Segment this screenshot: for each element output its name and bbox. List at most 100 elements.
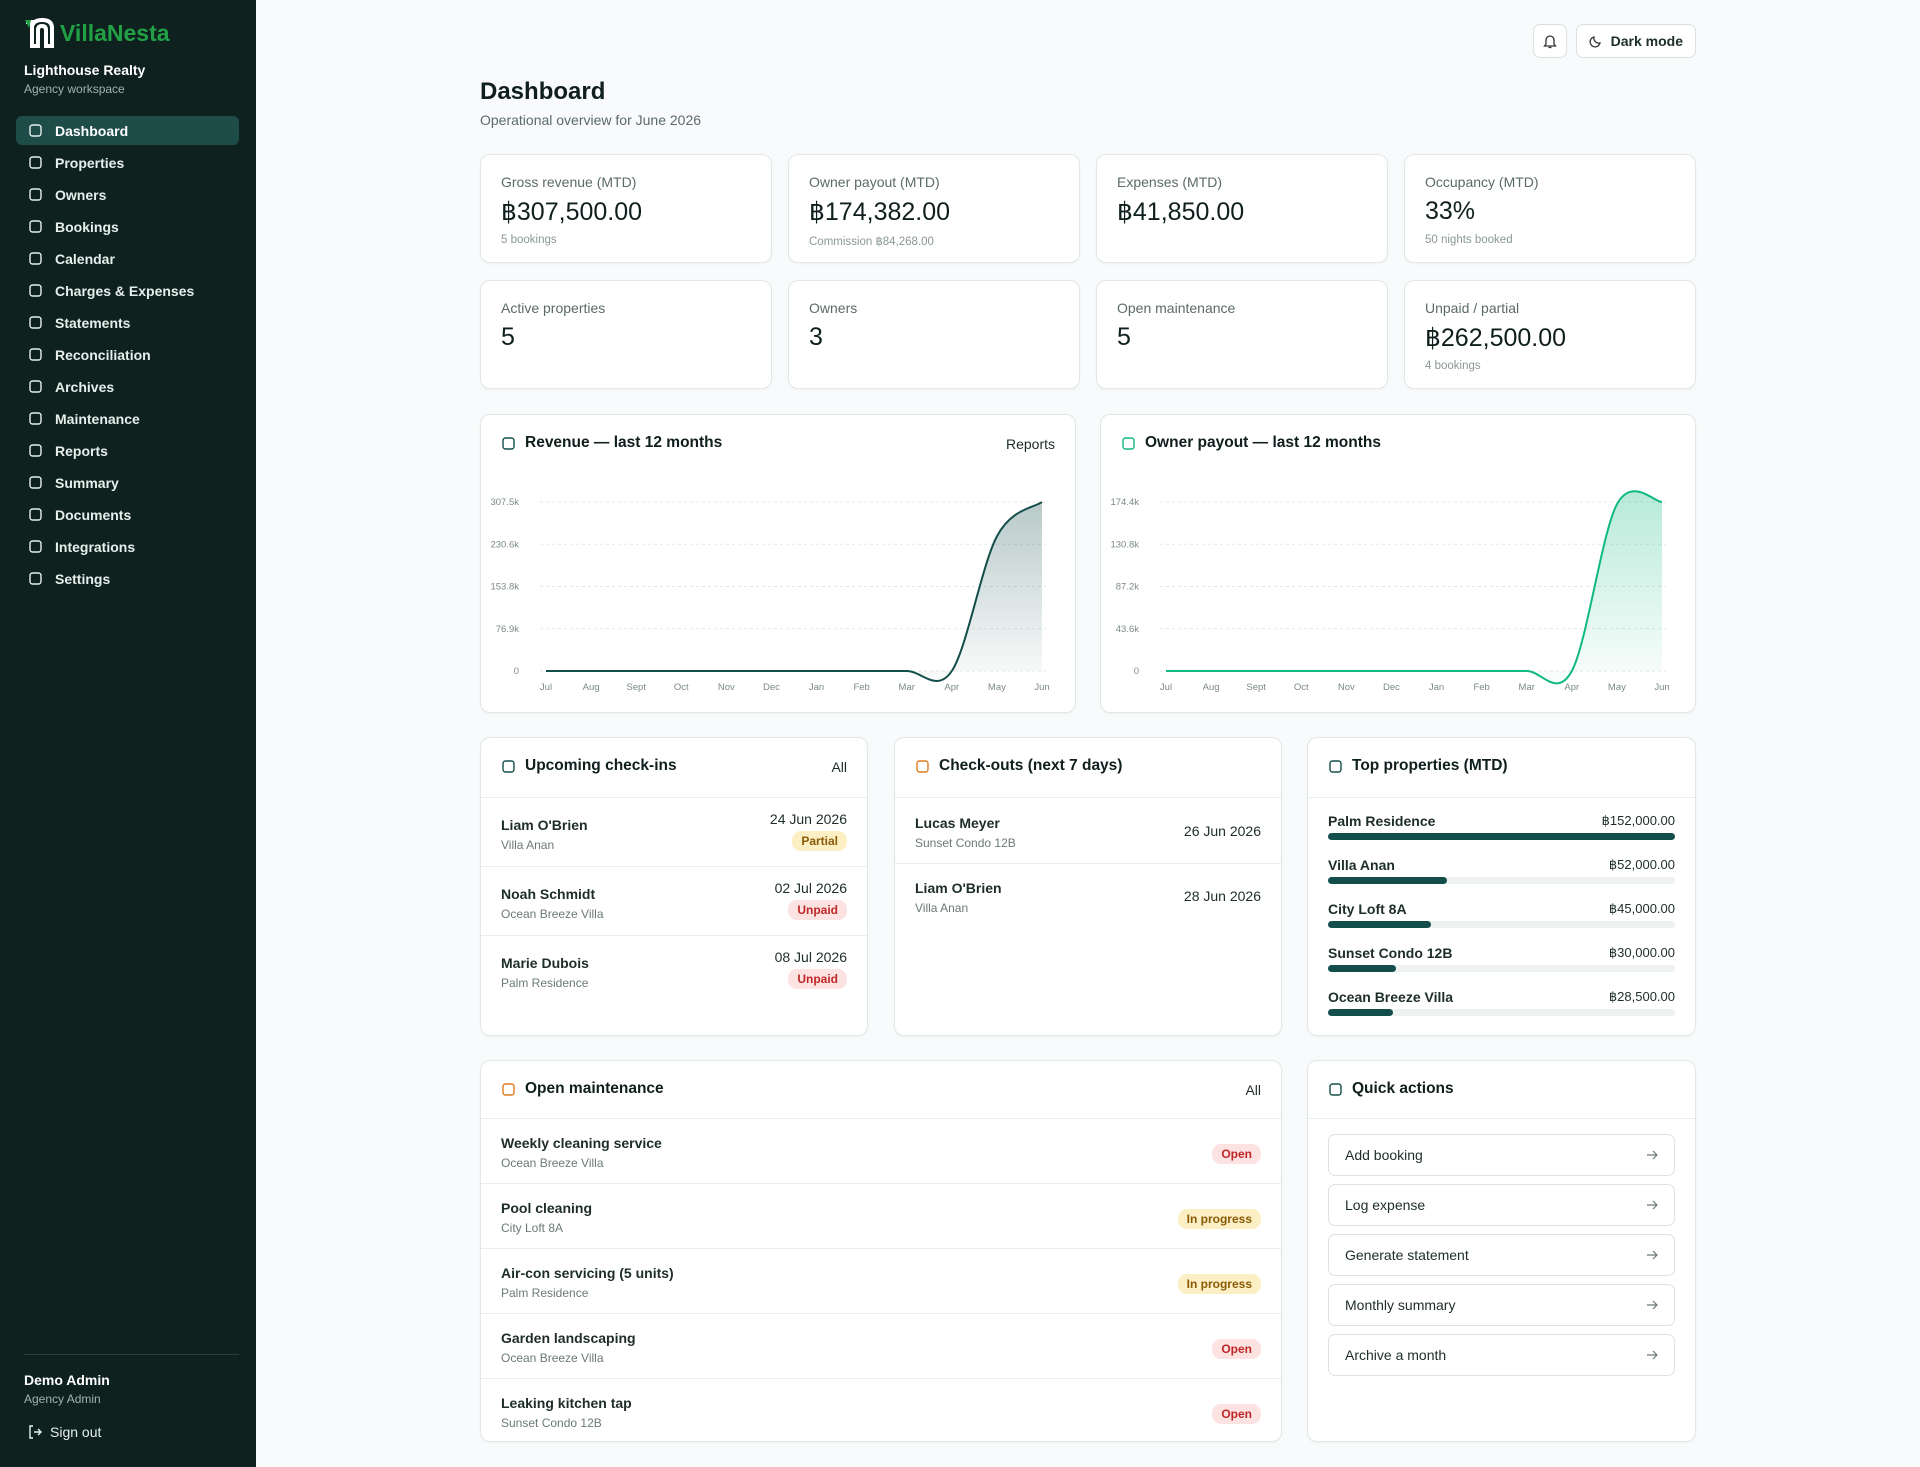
quick-action[interactable]: Log expense xyxy=(1328,1184,1675,1226)
card-title: Upcoming check-ins xyxy=(525,757,677,774)
card-link[interactable]: All xyxy=(831,759,847,775)
icon xyxy=(29,572,42,585)
checkins-card: Upcoming check-ins All Liam O'Brien Villa A… xyxy=(480,737,868,1036)
nav-item[interactable]: Maintenance xyxy=(16,404,239,433)
dark-mode[interactable]: Dark mode xyxy=(1575,24,1696,58)
property-value: ฿52,000.00 xyxy=(1608,857,1675,872)
guest: Lucas Meyer xyxy=(915,815,1000,831)
property-row: Ocean Breeze Villa ฿28,500.00 xyxy=(1328,989,1675,1019)
kpi-value: 3 xyxy=(809,323,823,351)
icon-shape xyxy=(502,436,515,450)
nav-item[interactable]: Calendar xyxy=(16,244,239,273)
card-header: Open maintenance xyxy=(501,1080,664,1098)
bar xyxy=(1328,921,1431,928)
kpi-value: ฿41,850.00 xyxy=(1117,198,1245,226)
kpi-card: Open maintenance 5 xyxy=(1096,280,1388,389)
icon xyxy=(29,156,42,169)
nav-item[interactable]: Properties xyxy=(16,148,239,177)
nav-item[interactable]: Charges & Expenses xyxy=(16,276,239,305)
icon-shape xyxy=(1329,759,1342,773)
divider xyxy=(1308,1118,1695,1119)
property-name: Palm Residence xyxy=(1328,813,1436,829)
y-tick-label: 0 xyxy=(1134,666,1139,677)
y-tick-label: 130.8k xyxy=(1110,539,1139,550)
bar xyxy=(1328,833,1675,840)
chart-card: 0 43.6k 87.2k 130.8k 174.4k Jul Aug Sept Oct Nov D… xyxy=(1100,414,1696,713)
arrow-icon xyxy=(1647,1300,1658,1310)
nav-item[interactable]: Settings xyxy=(16,564,239,593)
nav-item[interactable]: Integrations xyxy=(16,532,239,561)
nav-item[interactable]: Statements xyxy=(16,308,239,337)
arrow xyxy=(1647,1250,1658,1260)
kpi-card: Gross revenue (MTD) ฿307,500.00 5 bookings xyxy=(480,154,772,263)
kpi-label: Expenses (MTD) xyxy=(1117,174,1223,190)
x-tick-label: Oct xyxy=(674,682,689,693)
x-tick-label: Nov xyxy=(1338,682,1355,693)
nav-label: Owners xyxy=(55,186,107,203)
nav-label: Bookings xyxy=(55,218,119,235)
top-buttons: Dark mode xyxy=(1532,24,1696,58)
x-tick-label: Jan xyxy=(1429,682,1444,693)
page-subtitle: Operational overview for June 2026 xyxy=(480,112,702,128)
y-tick-label: 43.6k xyxy=(1116,624,1139,635)
card-title: Check-outs (next 7 days) xyxy=(939,757,1123,774)
task: Garden landscaping xyxy=(501,1330,636,1346)
user-name: Demo Admin xyxy=(24,1372,110,1388)
y-tick-label: 87.2k xyxy=(1116,582,1139,593)
area xyxy=(546,502,1042,681)
icon xyxy=(1329,1082,1342,1096)
page-title: Dashboard xyxy=(480,78,606,105)
property: Villa Anan xyxy=(915,901,969,915)
x-tick-label: Nov xyxy=(718,682,735,693)
icon xyxy=(1589,36,1601,48)
icon xyxy=(29,476,42,489)
icon xyxy=(29,188,42,201)
x-tick-label: Apr xyxy=(944,682,959,693)
card-link[interactable]: Reports xyxy=(1005,436,1055,452)
nav-label: Archives xyxy=(55,378,115,395)
chart-card: 0 76.9k 153.8k 230.6k 307.5k Jul Aug Sept Oct Nov… xyxy=(480,414,1076,713)
icon xyxy=(29,316,42,329)
nav-label: Reports xyxy=(55,442,108,459)
property-row: Villa Anan ฿52,000.00 xyxy=(1328,857,1675,887)
nav-item[interactable]: Archives xyxy=(16,372,239,401)
bar-track xyxy=(1328,965,1675,972)
nav-item[interactable]: Summary xyxy=(16,468,239,497)
divider xyxy=(481,935,867,936)
nav-item[interactable]: Dashboard xyxy=(16,116,239,145)
x-tick-label: Jul xyxy=(1160,682,1172,693)
quick-action[interactable]: Archive a month xyxy=(1328,1334,1675,1376)
divider xyxy=(24,1354,239,1355)
quick-action[interactable]: Add booking xyxy=(1328,1134,1675,1176)
divider xyxy=(481,1183,1281,1184)
x-tick-label: Mar xyxy=(899,682,915,693)
nav-item[interactable]: Documents xyxy=(16,500,239,529)
card-link[interactable]: All xyxy=(1245,1082,1261,1098)
quick-actions-card: Quick actions Add booking Log expense Gener… xyxy=(1307,1060,1696,1442)
quick-action[interactable]: Generate statement xyxy=(1328,1234,1675,1276)
nav-item[interactable]: Owners xyxy=(16,180,239,209)
nav-item[interactable]: Bookings xyxy=(16,212,239,241)
divider xyxy=(895,797,1281,798)
nav-label: Calendar xyxy=(55,250,115,267)
x-tick-label: Jun xyxy=(1034,682,1049,693)
icon xyxy=(29,444,42,457)
notifications[interactable] xyxy=(1532,24,1567,58)
kpi-card: Unpaid / partial ฿262,500.00 4 bookings xyxy=(1404,280,1696,389)
card-title: Open maintenance xyxy=(525,1080,664,1097)
nav-item[interactable]: Reports xyxy=(16,436,239,465)
icon-shape xyxy=(1329,1082,1342,1096)
nav-item[interactable]: Reconciliation xyxy=(16,340,239,369)
y-tick-label: 153.8k xyxy=(490,582,519,593)
card-title: Top properties (MTD) xyxy=(1352,757,1508,774)
property-value: ฿45,000.00 xyxy=(1608,901,1675,916)
divider xyxy=(481,866,867,867)
arrow xyxy=(1647,1300,1658,1310)
property: Sunset Condo 12B xyxy=(915,836,1016,850)
quick-action[interactable]: Monthly summary xyxy=(1328,1284,1675,1326)
property-name: Villa Anan xyxy=(1328,857,1395,873)
quick-action-label: Add booking xyxy=(1345,1147,1423,1163)
divider xyxy=(481,1313,1281,1314)
sign-out[interactable]: Sign out xyxy=(28,1424,101,1440)
sign-out-label: Sign out xyxy=(50,1424,102,1440)
